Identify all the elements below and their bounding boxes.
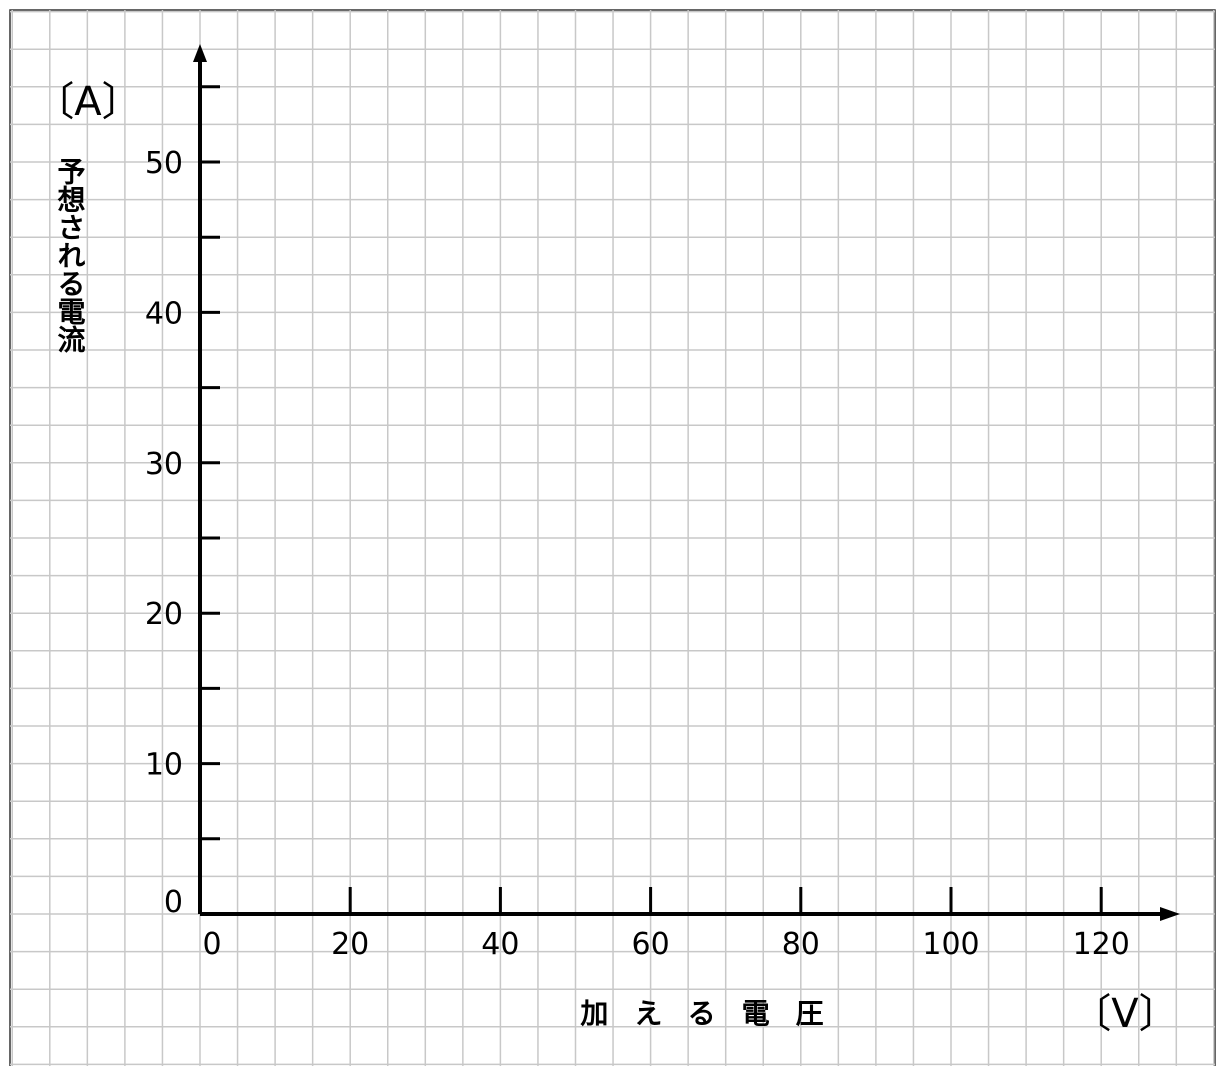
x-tick-label: 40 xyxy=(481,927,519,962)
x-tick-label: 80 xyxy=(782,927,820,962)
y-tick-label: 20 xyxy=(145,597,183,632)
x-unit-label: 〔V〕 xyxy=(1071,991,1178,1037)
x-tick-label: 100 xyxy=(922,927,979,962)
y-axis-arrow xyxy=(193,44,207,62)
grid xyxy=(10,10,1215,1066)
y-tick-label: 0 xyxy=(164,885,183,920)
x-axis-title: 加える電圧 xyxy=(580,997,849,1030)
labels: 〔A〕 〔V〕 加える電圧 予想される電流 0 10 20 30 40 50 0 20 40 60… xyxy=(34,79,1178,1037)
axes xyxy=(193,44,1180,921)
x-tick-label: 60 xyxy=(632,927,670,962)
y-tick-label: 30 xyxy=(145,447,183,482)
x-tick-label: 0 xyxy=(202,927,221,962)
y-axis-title: 予想される電流 xyxy=(54,157,87,353)
y-tick-label: 50 xyxy=(145,146,183,181)
y-tick-label: 40 xyxy=(145,296,183,331)
x-axis-arrow xyxy=(1160,907,1180,921)
ticks xyxy=(200,85,1103,914)
y-unit-label: 〔A〕 xyxy=(34,79,141,125)
y-tick-label: 10 xyxy=(145,748,183,783)
x-tick-label: 120 xyxy=(1073,927,1130,962)
x-tick-label: 20 xyxy=(331,927,369,962)
